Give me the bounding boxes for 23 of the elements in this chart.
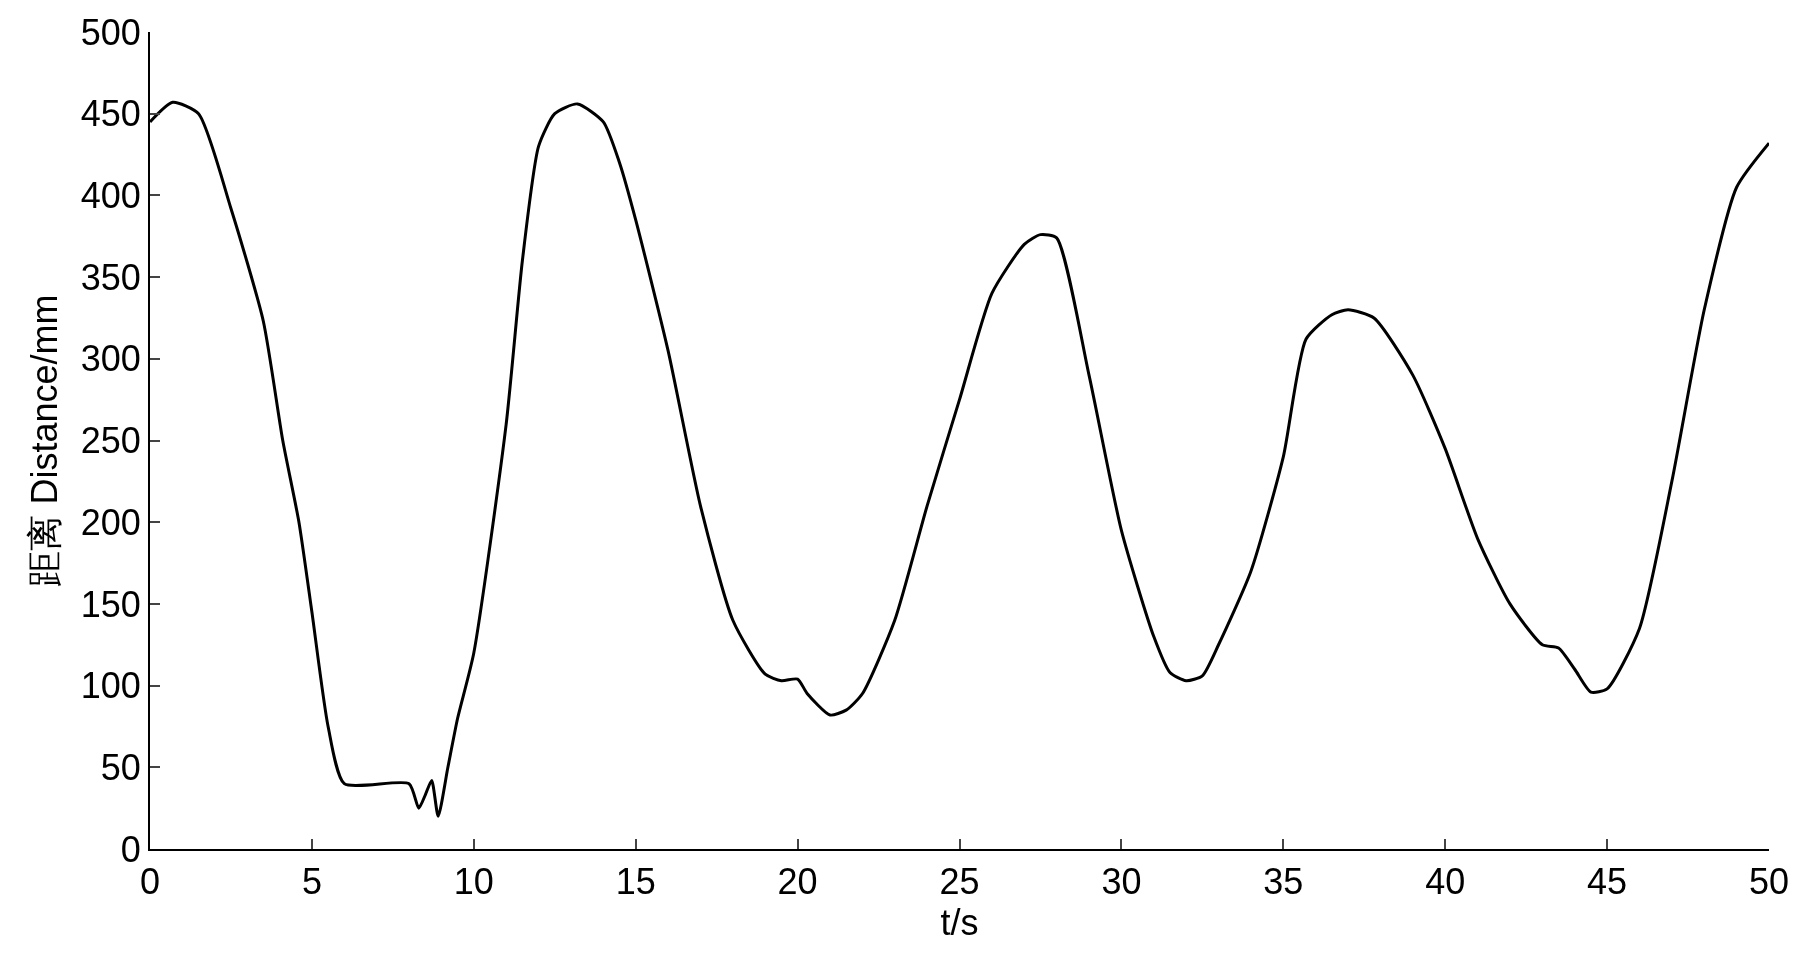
y-tick-label: 350	[80, 256, 141, 298]
x-tick-label: 10	[453, 861, 494, 903]
y-tick-label: 150	[80, 583, 141, 625]
x-axis-title: t/s	[940, 902, 979, 944]
y-tick-label: 400	[80, 175, 141, 216]
x-tick-label: 40	[1425, 861, 1466, 903]
y-tick-label: 300	[80, 338, 141, 380]
y-tick-label: 100	[80, 665, 141, 707]
x-tick-label: 25	[939, 861, 980, 903]
x-tick-label: 5	[301, 861, 322, 903]
y-axis-title: 距离 Distance/mm	[24, 294, 66, 587]
x-tick-label: 50	[1748, 861, 1790, 903]
y-tick-label: 200	[80, 501, 141, 543]
x-tick-label: 35	[1263, 861, 1304, 903]
x-tick-label: 30	[1101, 861, 1142, 903]
x-tick-label: 45	[1587, 861, 1628, 903]
y-tick-label: 250	[80, 420, 141, 462]
x-tick-label: 15	[615, 861, 656, 903]
y-tick-label: 0	[120, 828, 141, 870]
x-tick-label: 20	[777, 861, 818, 903]
y-tick-label: 450	[80, 93, 141, 135]
y-tick-label: 500	[80, 11, 141, 53]
y-tick-label: 50	[100, 746, 141, 788]
